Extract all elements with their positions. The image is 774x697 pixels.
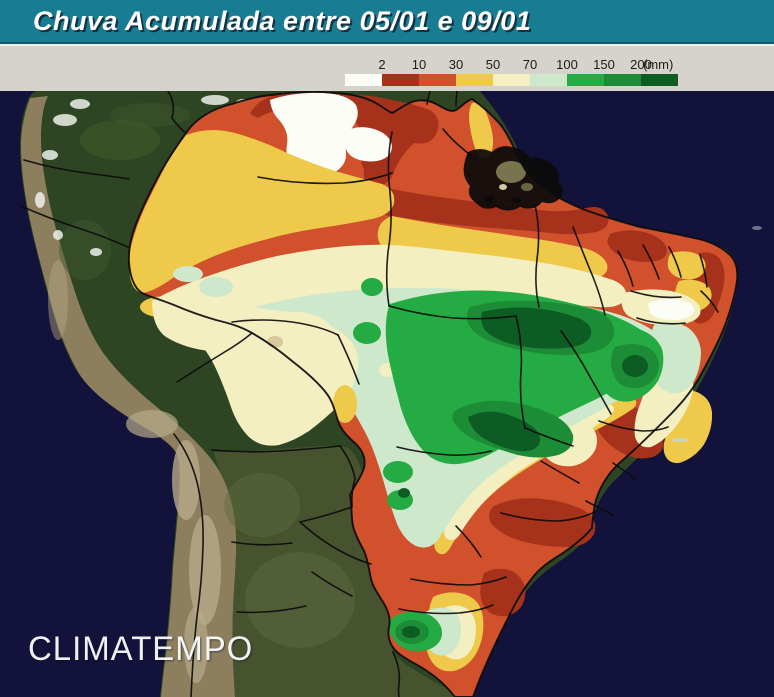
legend-swatch bbox=[382, 74, 419, 86]
climatempo-watermark: CLIMATEMPO bbox=[28, 630, 254, 668]
legend-swatch bbox=[456, 74, 493, 86]
legend-tick: 30 bbox=[448, 57, 464, 72]
legend-tick: 70 bbox=[522, 57, 538, 72]
legend-swatch bbox=[530, 74, 567, 86]
legend-swatches bbox=[345, 74, 678, 86]
precipitation-layer bbox=[128, 91, 738, 697]
marajo-island bbox=[496, 161, 526, 183]
legend-swatch bbox=[641, 74, 678, 86]
page-title: Chuva Acumulada entre 05/01 e 09/01 bbox=[33, 6, 532, 36]
south-america-precip-map bbox=[0, 91, 774, 697]
precip-legend: 2 10 30 50 70 100 150 200 (mm) bbox=[345, 57, 685, 89]
amazon-delta bbox=[463, 146, 563, 211]
andes-range bbox=[21, 96, 237, 697]
legend-swatch bbox=[604, 74, 641, 86]
legend-tick: 10 bbox=[411, 57, 427, 72]
white-sliver-ne bbox=[648, 299, 695, 320]
legend-tick: 200 bbox=[630, 57, 652, 72]
legend-swatch bbox=[567, 74, 604, 86]
legend-band: 2 10 30 50 70 100 150 200 (mm) bbox=[0, 44, 774, 91]
legend-tick: 150 bbox=[593, 57, 615, 72]
legend-tick-labels: 2 10 30 50 70 100 150 200 (mm) bbox=[345, 57, 685, 73]
title-bar: Chuva Acumulada entre 05/01 e 09/01 bbox=[0, 0, 774, 44]
legend-swatch bbox=[345, 74, 382, 86]
legend-swatch bbox=[419, 74, 456, 86]
ocean-specks bbox=[672, 226, 762, 442]
legend-swatch bbox=[493, 74, 530, 86]
borders-layer bbox=[20, 91, 739, 697]
map-area: CLIMATEMPO bbox=[0, 91, 774, 697]
legend-tick: 2 bbox=[378, 57, 386, 72]
legend-tick: 50 bbox=[485, 57, 501, 72]
legend-unit: (mm) bbox=[643, 57, 674, 72]
legend-tick: 100 bbox=[556, 57, 578, 72]
